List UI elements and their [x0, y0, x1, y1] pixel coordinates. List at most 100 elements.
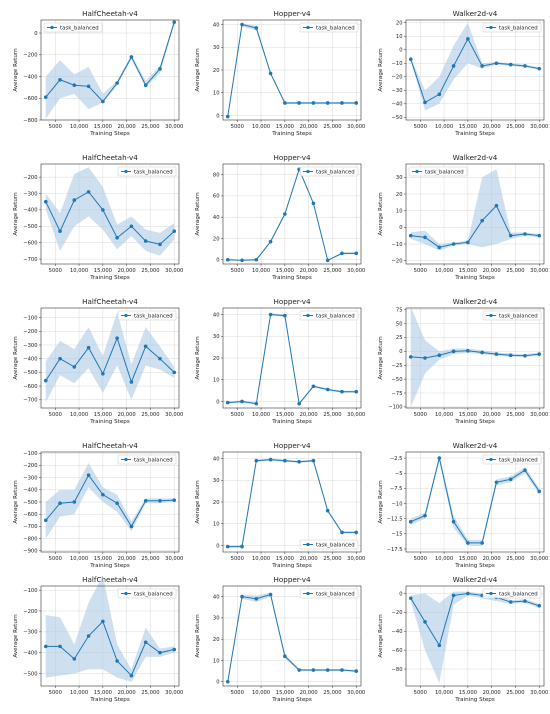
legend-label: task_balanced [134, 591, 173, 597]
chart-svg: Walker2d-v4 −100 −75 −50 −25 0 25 50 75 5000 10,00… [378, 297, 548, 425]
chart-panel: Hopper-v4 0 10 20 30 40 5000 10,000 15,000 20,000… [188, 572, 368, 714]
x-tick-label: 10,000 [252, 124, 270, 130]
x-tick-label: 30,000 [347, 412, 365, 418]
legend-label: task_balanced [134, 313, 173, 319]
x-axis-label: Training Steps [454, 275, 495, 281]
data-point [43, 199, 48, 204]
chart-panel: HalfCheetah-v4 −700 −600 −500 −400 −300 −200 50… [6, 150, 186, 292]
data-point [268, 71, 273, 76]
y-tick-label: 10 [213, 378, 220, 384]
x-tick-label: 25,000 [506, 412, 524, 418]
series-line [227, 593, 357, 682]
data-point [508, 233, 513, 238]
legend-box [299, 166, 359, 177]
data-point [340, 101, 344, 105]
data-point [225, 544, 230, 549]
x-tick-label: 25,000 [141, 268, 159, 274]
y-tick-label: −200 [23, 463, 37, 469]
x-tick-label: 10,000 [252, 268, 270, 274]
data-point [325, 258, 330, 263]
data-point [451, 242, 456, 246]
confidence-band [410, 591, 540, 684]
data-point [129, 673, 134, 678]
y-tick-label: 20 [213, 68, 220, 74]
legend-marker [306, 169, 310, 174]
legend-label: task_balanced [316, 169, 355, 175]
x-tick-label: 10,000 [435, 556, 453, 562]
y-axis-label: Average Return [195, 614, 201, 658]
x-tick-label: 15,000 [94, 556, 112, 562]
y-tick-label: −20 [392, 75, 403, 81]
data-point [437, 92, 442, 97]
y-tick-label: −100 [388, 405, 402, 411]
y-axis-label: Average Return [195, 48, 201, 92]
x-tick-label: 25,000 [323, 556, 341, 562]
x-tick-label: 25,000 [323, 124, 341, 130]
legend-marker [489, 457, 493, 462]
data-point [408, 57, 413, 61]
x-tick-label: 25,000 [323, 412, 341, 418]
x-tick-label: 15,000 [94, 124, 112, 130]
plot-frame [222, 451, 362, 553]
data-point [494, 61, 499, 66]
data-point [115, 501, 119, 506]
legend-label: task_balanced [134, 457, 173, 463]
data-point [115, 235, 119, 240]
x-tick-label: 20,000 [300, 412, 318, 418]
y-tick-label: −200 [23, 329, 37, 335]
data-point [143, 498, 148, 503]
chart-panel: Hopper-v4 0 20 40 60 80 5000 10,000 15,000 20,000… [188, 150, 368, 292]
data-point [101, 492, 105, 497]
confidence-band [45, 167, 175, 256]
y-tick-label: −50 [392, 115, 403, 121]
plot-frame [222, 307, 362, 409]
confidence-band [45, 312, 175, 403]
y-tick-label: −600 [23, 96, 37, 102]
y-tick-label: 40 [213, 22, 220, 28]
confidence-band [410, 22, 540, 111]
legend-box [117, 454, 177, 465]
x-axis-label: Training Steps [271, 275, 312, 281]
y-axis-label: Average Return [13, 480, 19, 524]
y-tick-label: −300 [23, 343, 37, 349]
confidence-band [227, 168, 357, 261]
chart-svg: Walker2d-v4 −20 −10 0 10 20 30 5000 10,000 15,000… [378, 153, 548, 281]
data-point [354, 251, 359, 256]
x-axis-label: Training Steps [89, 419, 130, 425]
chart-panel: Walker2d-v4 −100 −75 −50 −25 0 25 50 75 5000 10,00… [371, 294, 550, 436]
data-point [480, 350, 484, 355]
x-tick-label: 25,000 [141, 690, 159, 696]
data-point [240, 22, 244, 27]
data-point [283, 313, 287, 318]
x-tick-label: 30,000 [347, 268, 365, 274]
y-tick-label: 0 [216, 113, 219, 119]
data-point [43, 518, 48, 523]
chart-title: HalfCheetah-v4 [82, 441, 138, 450]
legend-marker [50, 25, 54, 30]
chart-title: Hopper-v4 [273, 297, 310, 306]
plot-frame [222, 19, 362, 121]
data-point [158, 650, 162, 655]
y-tick-label: −40 [392, 629, 403, 635]
x-tick-label: 15,000 [459, 556, 477, 562]
data-point [143, 239, 148, 243]
x-tick-label: 15,000 [276, 690, 294, 696]
data-point [129, 224, 134, 229]
data-point [129, 55, 134, 59]
y-axis-label: Average Return [378, 480, 384, 524]
x-tick-label: 5000 [231, 556, 244, 562]
x-tick-label: 5000 [49, 412, 62, 418]
data-point [508, 477, 513, 482]
y-tick-label: 20 [213, 356, 220, 362]
data-point [311, 458, 316, 463]
data-point [340, 389, 344, 394]
legend-box [299, 22, 359, 33]
chart-title: Hopper-v4 [273, 575, 310, 584]
data-point [451, 64, 456, 68]
y-tick-label: 10 [396, 208, 403, 214]
data-point [480, 64, 484, 68]
data-point [451, 349, 456, 354]
data-point [101, 99, 105, 104]
legend-label: task_balanced [499, 313, 538, 319]
